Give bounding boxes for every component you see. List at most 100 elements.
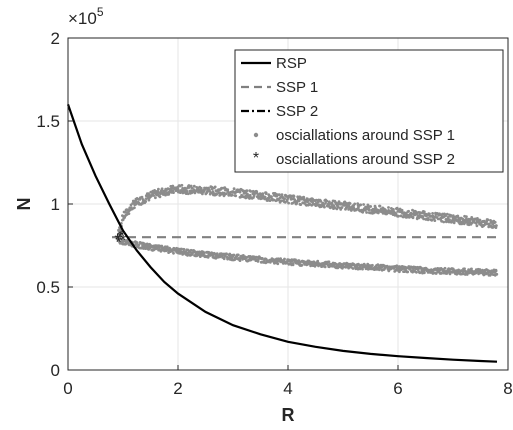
star-point: *: [119, 229, 125, 246]
scatter-point: [176, 188, 180, 192]
y-exponent: ×105: [68, 5, 104, 28]
scatter-point: [445, 212, 449, 216]
scatter-point: [152, 194, 156, 197]
scatter-point: [232, 187, 236, 191]
scatter-point: [283, 257, 286, 261]
y-tick-label: 0: [51, 361, 60, 380]
star-point: *: [120, 233, 126, 250]
scatter-point: [158, 195, 162, 199]
x-tick-label: 0: [63, 379, 72, 398]
scatter-point: [470, 267, 473, 271]
scatter-point: [238, 259, 242, 262]
scatter-point: [316, 259, 320, 263]
scatter-point: [362, 203, 365, 206]
scatter-point: [248, 193, 252, 197]
star-point: *: [117, 229, 123, 246]
scatter-point: [358, 267, 362, 271]
scatter-point: [238, 190, 242, 194]
scatter-point: [321, 201, 325, 205]
scatter-point: [347, 204, 351, 208]
scatter-point: [493, 220, 497, 224]
scatter-point: [292, 195, 296, 198]
scatter-point: [451, 214, 455, 218]
scatter-point: [198, 250, 202, 254]
scatter-point: [213, 185, 217, 189]
scatter-point: [226, 188, 230, 192]
scatter-point: [467, 268, 470, 272]
scatter-point: [244, 196, 248, 200]
x-tick-label: 2: [173, 379, 182, 398]
scatter-point: [387, 206, 390, 209]
scatter-point: [165, 245, 169, 249]
scatter-point: [421, 215, 425, 219]
scatter-point: [365, 211, 368, 214]
scatter-point: [442, 220, 446, 224]
scatter-point: [336, 205, 340, 209]
scatter-point: [406, 270, 410, 274]
scatter-point: [232, 253, 236, 257]
scatter-point: [422, 217, 425, 221]
scatter-point: [444, 214, 447, 218]
scatter-point: [475, 224, 479, 228]
y-tick-label: 0.5: [36, 278, 60, 297]
scatter-point: [494, 224, 498, 228]
scatter-point: [147, 198, 151, 202]
scatter-point: [436, 217, 440, 221]
scatter-point: [465, 215, 468, 219]
scatter-point: [367, 207, 371, 211]
scatter-point: [434, 272, 438, 275]
scatter-point: [374, 206, 377, 210]
scatter-point: [348, 202, 352, 205]
scatter-point: [300, 263, 304, 267]
scatter-point: [494, 269, 498, 273]
scatter-point: [249, 190, 253, 193]
scatter-point: [353, 202, 357, 206]
scatter-point: [400, 208, 404, 212]
legend-label-rsp: RSP: [276, 55, 307, 72]
y-tick-label: 1: [51, 195, 60, 214]
scatter-point: [316, 200, 320, 204]
scatter-point: [266, 199, 270, 202]
legend-box: [234, 49, 504, 173]
scatter-point: [457, 268, 460, 272]
scatter-point: [283, 197, 286, 201]
scatter-point: [127, 212, 131, 216]
scatter-point: [189, 184, 193, 188]
scatter-point: [323, 265, 327, 269]
scatter-point: [423, 271, 426, 275]
scatter-point: [392, 208, 395, 211]
tick-labels: 0 2 4 6 8 0 0.5 1 1.5 2: [36, 29, 512, 398]
scatter-point: [252, 194, 256, 198]
scatter-point: [443, 266, 447, 270]
scatter-point: [430, 218, 434, 222]
scatter-point: [411, 216, 415, 220]
scatter-point: [123, 210, 127, 214]
scatter-point: [278, 193, 281, 197]
scatter-point: [465, 273, 469, 276]
scatter-point: [327, 260, 331, 264]
star-point: *: [115, 234, 121, 251]
scatter-point: [270, 195, 273, 199]
scatter-point: [418, 271, 422, 275]
scatter-point: [144, 200, 148, 203]
legend-label-osc-ssp-2: osciallations around SSP 2: [276, 151, 455, 168]
scatter-point: [137, 243, 141, 247]
scatter-point: [407, 209, 410, 213]
scatter-point: [457, 216, 460, 220]
series-line-rsp: [66, 104, 498, 363]
scatter-point: [170, 186, 174, 190]
scatter-point: [172, 251, 175, 255]
scatter-point: [325, 199, 329, 203]
scatter-point: [118, 229, 122, 233]
y-exponent-power: 5: [97, 5, 104, 19]
scatter-point: [276, 262, 280, 266]
scatter-point: [210, 251, 214, 255]
scatter-point: [245, 189, 249, 193]
y-tick-label: 1.5: [36, 112, 60, 131]
x-tick-label: 8: [503, 379, 512, 398]
scatter-point: [408, 215, 411, 219]
x-tick-label: 6: [393, 379, 402, 398]
scatter-point: [495, 272, 499, 276]
scatter-point: [366, 203, 370, 207]
